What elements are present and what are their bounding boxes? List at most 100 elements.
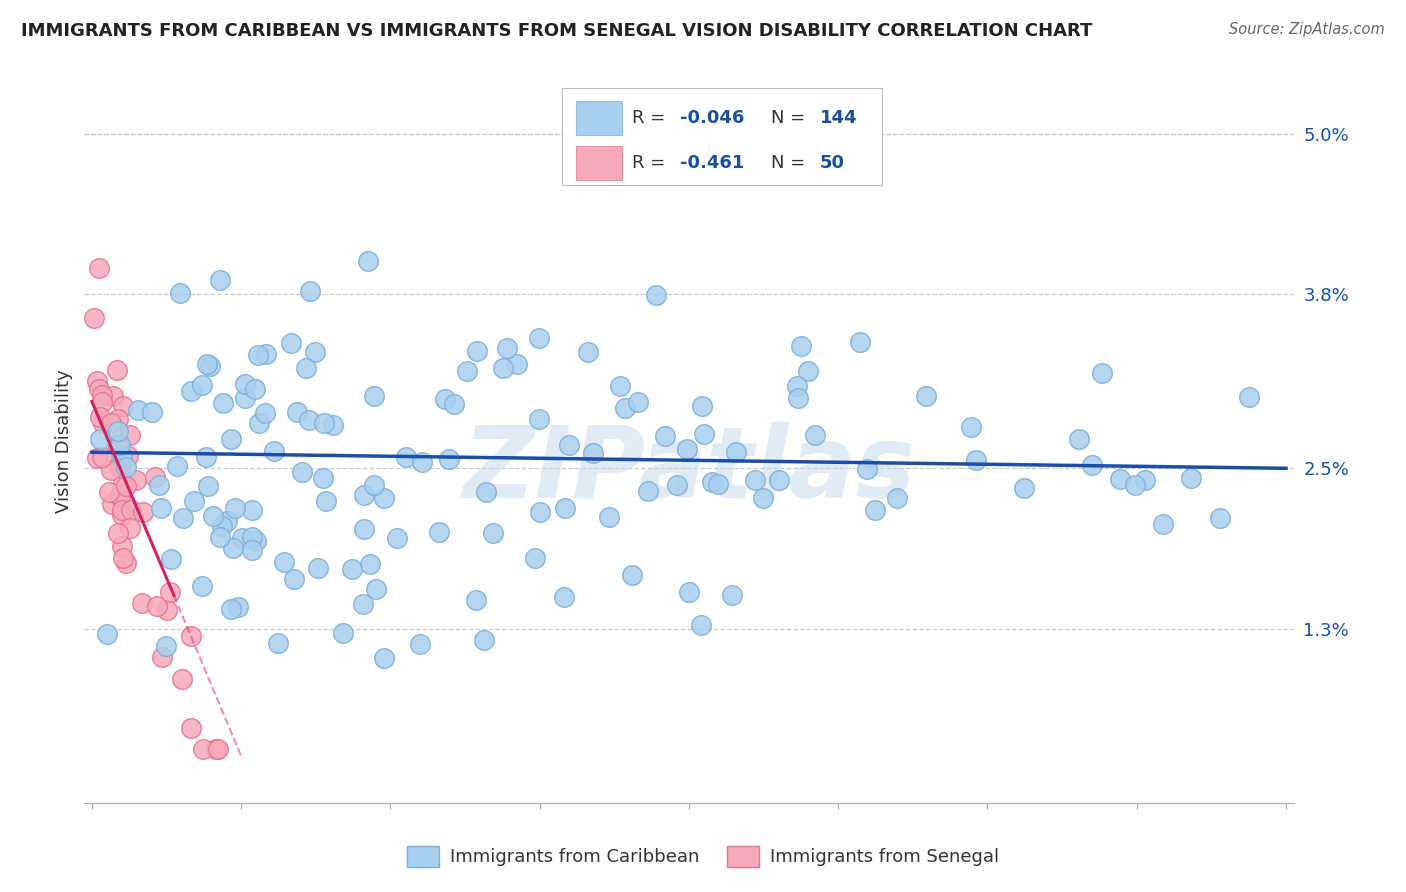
- Point: [87, 382, 110, 396]
- Point: [127, 403, 149, 417]
- Point: [353, 488, 375, 502]
- Point: [110, 449, 132, 463]
- Legend: Immigrants from Caribbean, Immigrants from Senegal: Immigrants from Caribbean, Immigrants fr…: [399, 838, 1007, 874]
- Point: [131, 505, 153, 519]
- Point: [219, 432, 242, 446]
- Point: [558, 438, 581, 452]
- Point: [554, 500, 576, 515]
- Point: [195, 357, 218, 371]
- Point: [744, 473, 766, 487]
- Point: [143, 470, 166, 484]
- Point: [86, 451, 108, 466]
- Point: [678, 585, 700, 599]
- Point: [194, 450, 217, 465]
- Point: [150, 649, 173, 664]
- Point: [166, 458, 188, 473]
- Point: [863, 502, 886, 516]
- Point: [1152, 516, 1174, 531]
- Point: [172, 672, 194, 686]
- Point: [690, 618, 713, 632]
- Point: [529, 330, 551, 344]
- Text: R =: R =: [633, 109, 671, 127]
- Point: [707, 477, 730, 491]
- Point: [285, 405, 308, 419]
- Point: [609, 379, 631, 393]
- Point: [160, 551, 183, 566]
- Point: [124, 473, 146, 487]
- Point: [131, 596, 153, 610]
- Point: [145, 599, 167, 613]
- Point: [614, 401, 637, 416]
- Point: [387, 531, 409, 545]
- Point: [93, 417, 115, 431]
- Point: [598, 510, 620, 524]
- Point: [90, 450, 112, 464]
- Text: Source: ZipAtlas.com: Source: ZipAtlas.com: [1229, 22, 1385, 37]
- Point: [803, 428, 825, 442]
- Point: [886, 491, 908, 506]
- Point: [226, 599, 249, 614]
- Point: [243, 382, 266, 396]
- Point: [245, 533, 267, 548]
- Point: [443, 397, 465, 411]
- Point: [797, 364, 820, 378]
- Point: [482, 526, 505, 541]
- Point: [359, 557, 381, 571]
- Point: [240, 503, 263, 517]
- Point: [100, 463, 122, 477]
- Point: [427, 524, 450, 539]
- Point: [464, 593, 486, 607]
- Point: [529, 505, 551, 519]
- Point: [91, 394, 114, 409]
- Point: [409, 636, 432, 650]
- Point: [298, 284, 321, 298]
- Point: [118, 521, 141, 535]
- Point: [298, 413, 321, 427]
- Point: [224, 501, 246, 516]
- Point: [693, 427, 716, 442]
- Point: [456, 363, 478, 377]
- Point: [294, 360, 316, 375]
- Point: [434, 392, 457, 407]
- Point: [472, 632, 495, 647]
- Point: [101, 389, 124, 403]
- Point: [312, 471, 335, 485]
- Point: [690, 399, 713, 413]
- Point: [89, 432, 111, 446]
- Point: [856, 462, 879, 476]
- Point: [373, 491, 395, 505]
- Point: [231, 531, 253, 545]
- Point: [159, 585, 181, 599]
- Point: [96, 627, 118, 641]
- Point: [141, 405, 163, 419]
- Point: [1209, 510, 1232, 524]
- Point: [107, 424, 129, 438]
- Point: [180, 721, 202, 735]
- Point: [105, 363, 128, 377]
- Point: [411, 455, 433, 469]
- Point: [112, 550, 135, 565]
- Point: [150, 501, 173, 516]
- Point: [786, 379, 808, 393]
- Point: [247, 416, 270, 430]
- Point: [193, 742, 215, 756]
- Point: [960, 420, 983, 434]
- Point: [207, 742, 229, 756]
- Point: [620, 568, 643, 582]
- Point: [87, 260, 110, 275]
- FancyBboxPatch shape: [576, 145, 623, 180]
- Point: [768, 473, 790, 487]
- Point: [291, 465, 314, 479]
- Point: [100, 497, 122, 511]
- Point: [280, 336, 302, 351]
- Point: [1081, 458, 1104, 472]
- Point: [1012, 481, 1035, 495]
- Point: [209, 531, 232, 545]
- Point: [112, 476, 135, 491]
- Point: [180, 384, 202, 399]
- Point: [111, 508, 134, 523]
- Point: [751, 491, 773, 506]
- Point: [965, 452, 987, 467]
- Point: [120, 428, 142, 442]
- Point: [197, 479, 219, 493]
